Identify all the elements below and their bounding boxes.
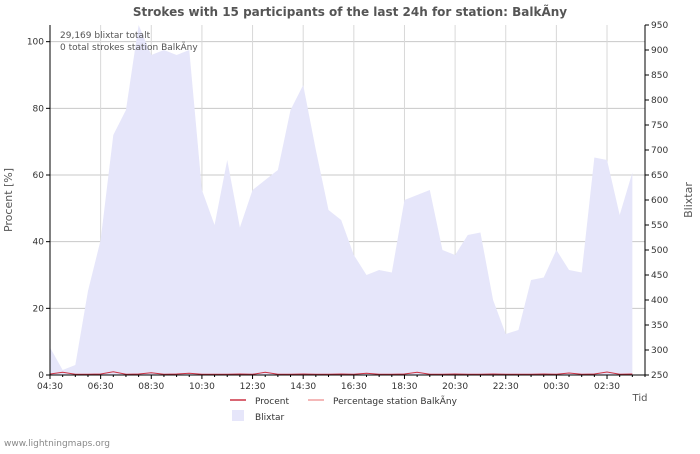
right-tick-label: 950 <box>651 21 668 31</box>
left-tick-label: 0 <box>38 371 44 381</box>
x-tick-label: 08:30 <box>138 382 164 392</box>
x-axis-label: Tid <box>632 393 648 404</box>
right-y-label: Blixtar <box>682 182 695 218</box>
legend-swatch-box <box>232 410 244 421</box>
left-tick-label: 20 <box>33 304 45 314</box>
right-tick-label: 300 <box>651 346 668 356</box>
footer-credit: www.lightningmaps.org <box>4 439 110 449</box>
left-tick-label: 80 <box>33 104 45 114</box>
right-tick-label: 750 <box>651 121 668 131</box>
x-tick-label: 06:30 <box>88 382 114 392</box>
x-tick-label: 16:30 <box>341 382 367 392</box>
procent-line <box>49 371 633 375</box>
x-tick-label: 22:30 <box>493 382 519 392</box>
right-tick-label: 850 <box>651 71 668 81</box>
x-tick-label: 18:30 <box>391 382 417 392</box>
right-tick-label: 250 <box>651 371 668 381</box>
right-tick-label: 800 <box>651 96 668 106</box>
x-tick-label: 04:30 <box>37 382 63 392</box>
right-tick-label: 650 <box>651 171 668 181</box>
left-tick-label: 100 <box>27 38 44 48</box>
area-layer <box>50 25 633 375</box>
left-y-label: Procent [%] <box>2 168 15 232</box>
x-ticks: 04:30 06:30 08:30 10:30 12:30 14:30 16:30 18:30… <box>37 375 646 392</box>
chart-title: Strokes with 15 participants of the last… <box>133 4 567 19</box>
legend-label: Percentage station BalkÃ­ny <box>333 396 458 407</box>
blixtar-area <box>50 25 633 375</box>
legend: Procent Percentage station BalkÃ­ny Blixta… <box>230 396 458 423</box>
right-tick-label: 500 <box>651 246 668 256</box>
x-tick-label: 10:30 <box>189 382 215 392</box>
x-tick-label: 12:30 <box>240 382 266 392</box>
right-tick-label: 700 <box>651 146 668 156</box>
right-tick-label: 550 <box>651 221 668 231</box>
legend-label: Procent <box>255 397 289 407</box>
left-y-ticks: 0 20 40 60 80 100 <box>27 38 50 381</box>
right-tick-label: 600 <box>651 196 668 206</box>
right-tick-label: 450 <box>651 271 668 281</box>
annotation-total-strokes: 29,169 blixtar totalt <box>60 31 151 41</box>
x-tick-label: 02:30 <box>594 382 620 392</box>
legend-label: Blixtar <box>255 413 285 423</box>
right-tick-label: 900 <box>651 46 668 56</box>
right-tick-label: 350 <box>651 321 668 331</box>
x-tick-label: 20:30 <box>442 382 468 392</box>
left-tick-label: 60 <box>33 171 45 181</box>
x-tick-label: 00:30 <box>543 382 569 392</box>
left-tick-label: 40 <box>33 238 45 248</box>
right-tick-label: 400 <box>651 296 668 306</box>
right-y-ticks: 250 300 350 400 450 500 550 600 650 700 750 800 850 9… <box>645 21 668 381</box>
annotation-station-strokes: 0 total strokes station BalkÃ­ny <box>60 42 198 53</box>
x-tick-label: 14:30 <box>290 382 316 392</box>
